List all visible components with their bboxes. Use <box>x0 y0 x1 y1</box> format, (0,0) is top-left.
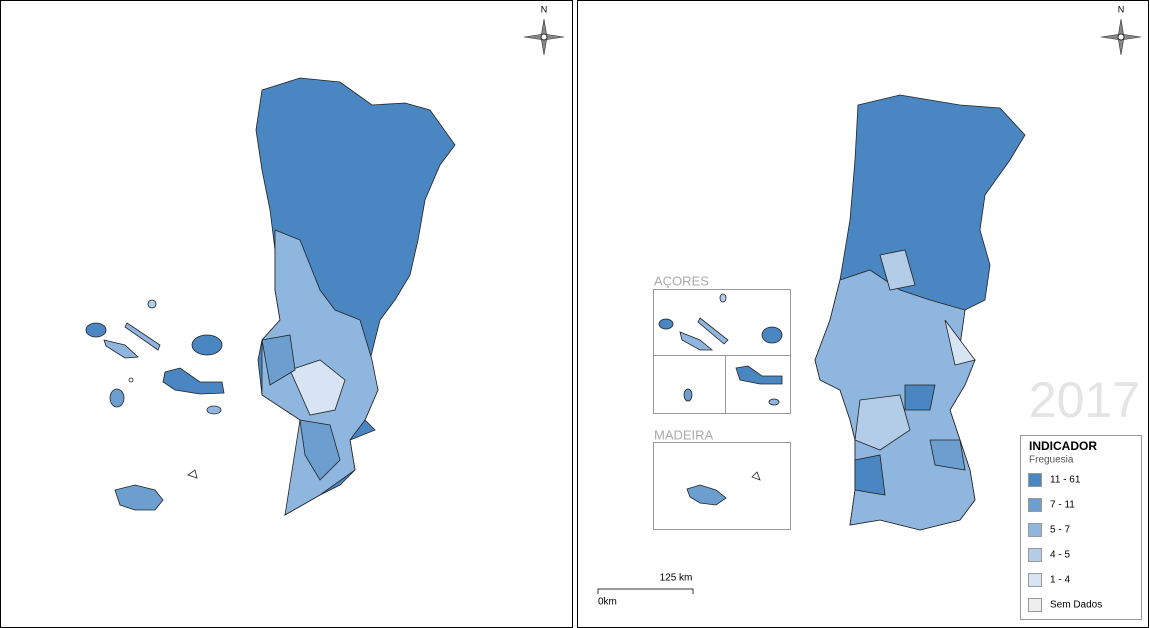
cartogram <box>85 77 456 516</box>
inset-label: MADEIRA <box>654 427 714 442</box>
legend-subtitle: Freguesia <box>1029 455 1074 466</box>
scale-bar: 125 km 0km <box>597 573 694 608</box>
legend-label: 4 - 5 <box>1050 550 1070 561</box>
legend-label: 1 - 4 <box>1050 575 1070 586</box>
legend-label: 7 - 11 <box>1050 500 1075 511</box>
compass: N <box>523 4 565 56</box>
legend-swatch <box>1028 573 1042 587</box>
scale-distance: 125 km <box>660 573 693 584</box>
north-label: N <box>541 4 548 14</box>
legend-swatch <box>1028 498 1042 512</box>
legend-swatch <box>1028 523 1042 537</box>
legend-label: 5 - 7 <box>1050 525 1070 536</box>
legend: INDICADOR Freguesia 11 - 61 7 - 11 5 - 7 4 … <box>1020 435 1142 620</box>
legend-title: INDICADOR <box>1029 439 1097 453</box>
year-label: 2017 <box>1029 372 1140 428</box>
legend-swatch <box>1028 598 1042 612</box>
legend-label: 11 - 61 <box>1050 475 1081 486</box>
legend-swatch <box>1028 548 1042 562</box>
north-label: N <box>1118 4 1125 14</box>
madeira-inset: MADEIRA <box>653 427 791 530</box>
legend-label: Sem Dados <box>1050 600 1102 611</box>
compass: N <box>1100 4 1142 56</box>
portugal-map <box>814 94 1026 531</box>
inset-label: AÇORES <box>654 273 709 288</box>
azores-inset: AÇORES <box>653 273 791 414</box>
legend-swatch <box>1028 473 1042 487</box>
scale-origin: 0km <box>598 597 617 608</box>
